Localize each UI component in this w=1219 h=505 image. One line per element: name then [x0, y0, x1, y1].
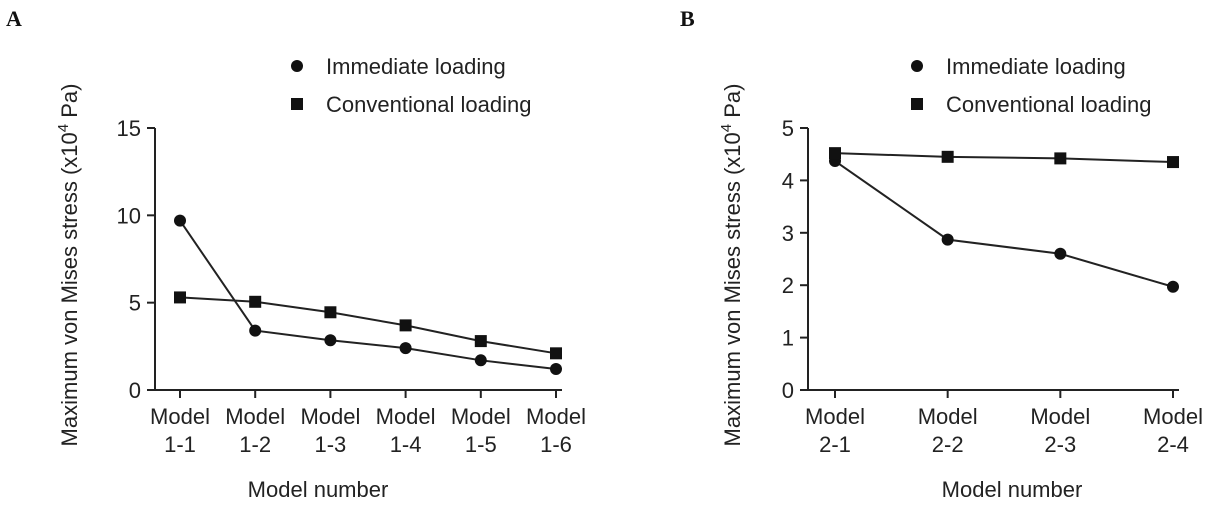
- data-point: [829, 147, 841, 160]
- x-tick-label: Model: [1030, 404, 1090, 429]
- data-point: [249, 324, 262, 337]
- data-point: [399, 319, 412, 332]
- y-tick-label: 3: [782, 221, 794, 246]
- y-tick-label: 0: [782, 378, 794, 403]
- legend-label: Immediate loading: [946, 54, 1126, 79]
- x-tick-label: 2-2: [932, 432, 964, 457]
- y-axis-label: Maximum von Mises stress (x104 Pa): [55, 84, 82, 447]
- x-tick-label: 1-5: [465, 432, 497, 457]
- data-point: [324, 306, 337, 319]
- y-tick-label: 2: [782, 273, 794, 298]
- chart-panel-b: B Model number Maximum von Mises stress …: [680, 6, 1203, 502]
- data-point: [174, 291, 186, 304]
- x-tick-label: Model: [300, 404, 360, 429]
- x-tick-label: 2-3: [1044, 432, 1076, 457]
- legend-marker: [291, 98, 303, 110]
- x-tick-label: 1-1: [164, 432, 196, 457]
- data-point: [941, 150, 954, 163]
- data-point: [249, 295, 262, 308]
- series-line-conventional: [834, 152, 1174, 164]
- y-tick-label: 10: [117, 203, 141, 228]
- x-tick-label: 1-4: [390, 432, 422, 457]
- y-tick-label: 15: [117, 116, 141, 141]
- x-tick-label: Model: [805, 404, 865, 429]
- data-point: [1167, 280, 1179, 293]
- data-point: [550, 347, 562, 360]
- x-tick-label: Model: [918, 404, 978, 429]
- legend-marker: [911, 98, 923, 110]
- x-tick-label: Model: [451, 404, 511, 429]
- legend-marker: [911, 60, 923, 72]
- x-tick-label: Model: [1143, 404, 1203, 429]
- legend-label: Conventional loading: [946, 92, 1152, 117]
- y-tick-label: 5: [129, 291, 141, 316]
- data-point: [1167, 156, 1179, 169]
- x-axis-label: Model number: [248, 477, 389, 502]
- series-line-immediate: [834, 160, 1174, 288]
- data-point: [174, 214, 186, 227]
- x-tick-label: Model: [225, 404, 285, 429]
- x-tick-label: 1-3: [315, 432, 347, 457]
- legend-label: Conventional loading: [326, 92, 532, 117]
- y-tick-label: 5: [782, 116, 794, 141]
- x-tick-label: 1-2: [239, 432, 271, 457]
- panel-letter-b: B: [680, 6, 695, 31]
- data-point: [1054, 247, 1067, 260]
- chart-panel-a: A Model number Maximum von Mises stress …: [6, 6, 586, 502]
- data-point: [474, 335, 487, 348]
- y-tick-label: 1: [782, 326, 794, 351]
- data-point: [324, 334, 337, 347]
- x-tick-label: Model: [526, 404, 586, 429]
- series-line-conventional: [179, 296, 557, 355]
- data-point: [474, 354, 487, 367]
- x-tick-label: 2-4: [1157, 432, 1189, 457]
- data-point: [941, 233, 954, 246]
- y-axis-label: Maximum von Mises stress (x104 Pa): [718, 84, 745, 447]
- y-tick-label: 0: [129, 378, 141, 403]
- data-point: [1054, 152, 1067, 165]
- x-axis-label: Model number: [942, 477, 1083, 502]
- legend-label: Immediate loading: [326, 54, 506, 79]
- x-tick-label: 2-1: [819, 432, 851, 457]
- series-line-immediate: [179, 220, 557, 371]
- panel-letter-a: A: [6, 6, 22, 31]
- legend-marker: [291, 60, 303, 72]
- data-point: [550, 363, 562, 376]
- x-tick-label: Model: [150, 404, 210, 429]
- x-tick-label: Model: [376, 404, 436, 429]
- data-point: [399, 342, 412, 355]
- y-tick-label: 4: [782, 168, 794, 193]
- x-tick-label: 1-6: [540, 432, 572, 457]
